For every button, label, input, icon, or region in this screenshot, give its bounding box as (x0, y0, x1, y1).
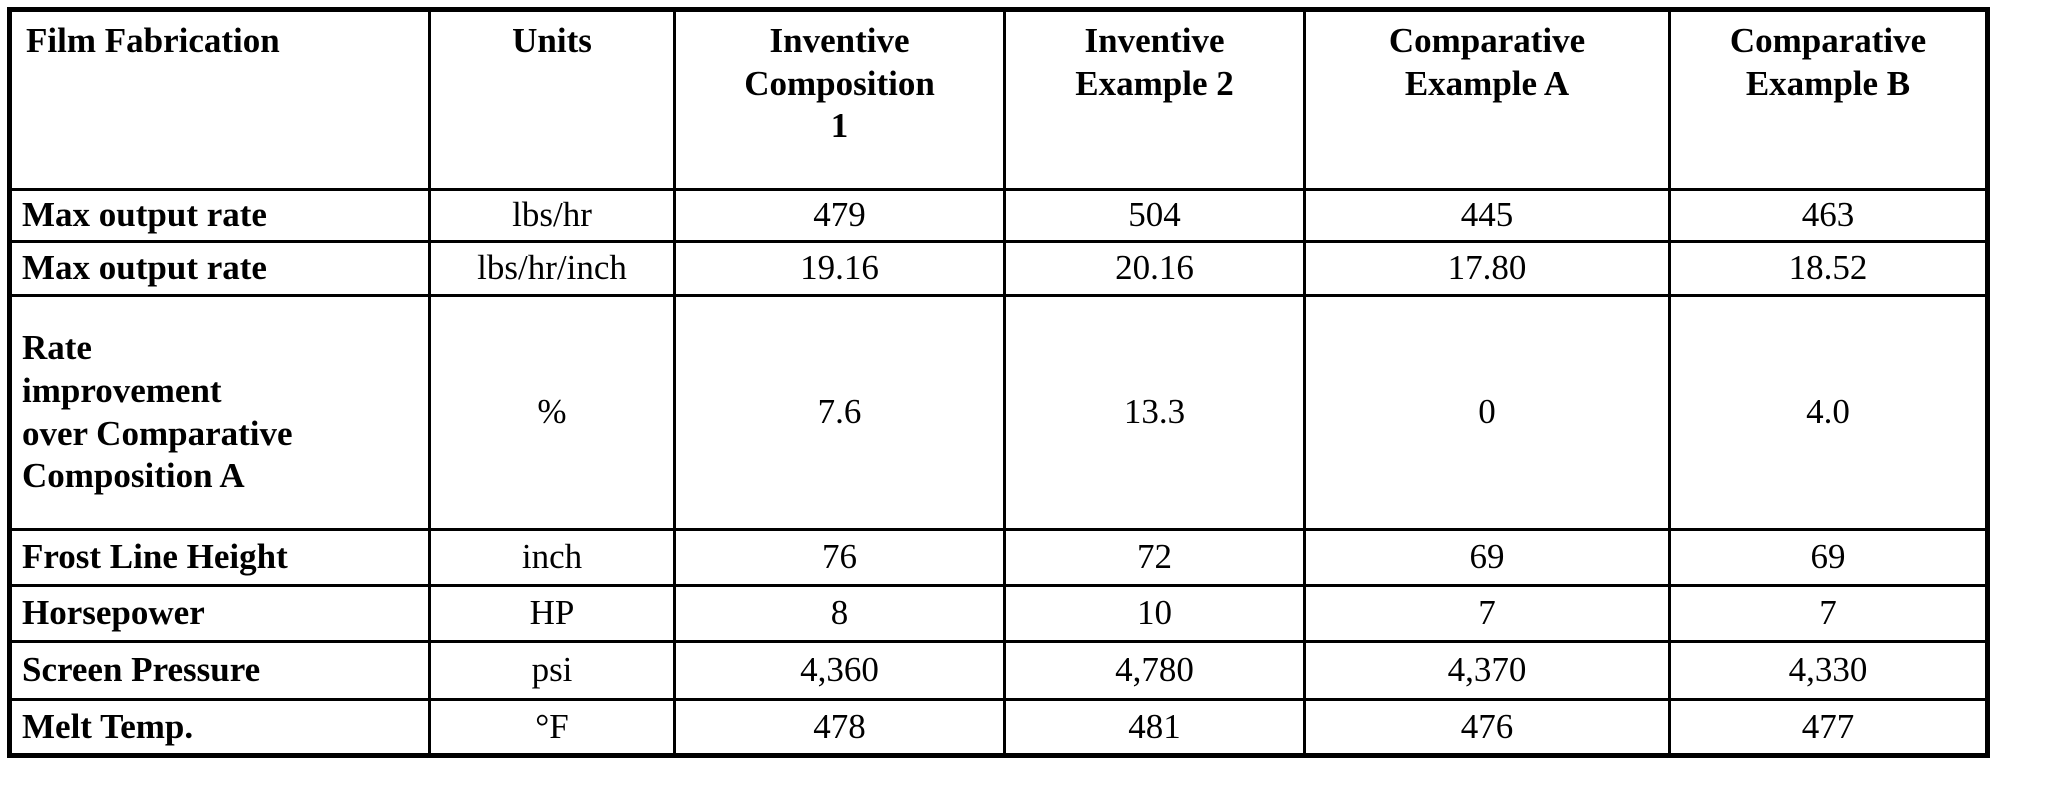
cell-value: 8 (673, 584, 1006, 643)
units-value: inch (428, 528, 676, 587)
cell-value: 4,360 (673, 640, 1006, 701)
cell-value: 19.16 (673, 240, 1006, 297)
units-value: HP (428, 584, 676, 643)
cell-value: 18.52 (1668, 240, 1989, 297)
units-value: °F (428, 698, 676, 757)
row-label: Max output rate (8, 240, 431, 297)
cell-value: 4,370 (1303, 640, 1671, 701)
cell-value: 69 (1668, 528, 1989, 587)
cell-value: 4,780 (1003, 640, 1306, 701)
cell-value: 17.80 (1303, 240, 1671, 297)
cell-value: 4,330 (1668, 640, 1989, 701)
cell-value: 7.6 (673, 294, 1006, 531)
units-value: % (428, 294, 676, 531)
cell-value: 476 (1303, 698, 1671, 757)
cell-value: 76 (673, 528, 1006, 587)
cell-value: 20.16 (1003, 240, 1306, 297)
cell-value: 10 (1003, 584, 1306, 643)
cell-value: 504 (1003, 188, 1306, 243)
header-inventive-composition-1: Inventive Composition 1 (673, 8, 1006, 191)
units-value: psi (428, 640, 676, 701)
table-row-rate-improvement: Rate improvement over Comparative Compos… (8, 294, 1989, 531)
cell-value: 477 (1668, 698, 1989, 757)
cell-value: 4.0 (1668, 294, 1989, 531)
table-row-horsepower: Horsepower HP 8 10 7 7 (8, 584, 1989, 643)
units-value: lbs/hr (428, 188, 676, 243)
header-comparative-example-a: Comparative Example A (1303, 8, 1671, 191)
table-row-melt-temp: Melt Temp. °F 478 481 476 477 (8, 698, 1989, 757)
header-comparative-example-b: Comparative Example B (1668, 8, 1989, 191)
header-film-fabrication: Film Fabrication (8, 8, 431, 191)
table-row-frost-line-height: Frost Line Height inch 76 72 69 69 (8, 528, 1989, 587)
cell-value: 72 (1003, 528, 1306, 587)
header-units: Units (428, 8, 676, 191)
table-row-max-output-rate-lbs-hr: Max output rate lbs/hr 479 504 445 463 (8, 188, 1989, 243)
table-row-max-output-rate-lbs-hr-inch: Max output rate lbs/hr/inch 19.16 20.16 … (8, 240, 1989, 297)
cell-value: 463 (1668, 188, 1989, 243)
cell-value: 0 (1303, 294, 1671, 531)
header-row: Film Fabrication Units Inventive Composi… (8, 8, 1989, 191)
cell-value: 7 (1668, 584, 1989, 643)
cell-value: 445 (1303, 188, 1671, 243)
cell-value: 479 (673, 188, 1006, 243)
cell-value: 7 (1303, 584, 1671, 643)
cell-value: 69 (1303, 528, 1671, 587)
units-value: lbs/hr/inch (428, 240, 676, 297)
table-row-screen-pressure: Screen Pressure psi 4,360 4,780 4,370 4,… (8, 640, 1989, 701)
row-label: Frost Line Height (8, 528, 431, 587)
header-inventive-example-2: Inventive Example 2 (1003, 8, 1306, 191)
cell-value: 478 (673, 698, 1006, 757)
film-fabrication-table: Film Fabrication Units Inventive Composi… (7, 7, 1990, 758)
cell-value: 481 (1003, 698, 1306, 757)
film-fabrication-table-container: Film Fabrication Units Inventive Composi… (7, 7, 1990, 758)
row-label: Horsepower (8, 584, 431, 643)
row-label: Screen Pressure (8, 640, 431, 701)
cell-value: 13.3 (1003, 294, 1306, 531)
row-label: Rate improvement over Comparative Compos… (8, 294, 431, 531)
row-label: Melt Temp. (8, 698, 431, 757)
row-label: Max output rate (8, 188, 431, 243)
